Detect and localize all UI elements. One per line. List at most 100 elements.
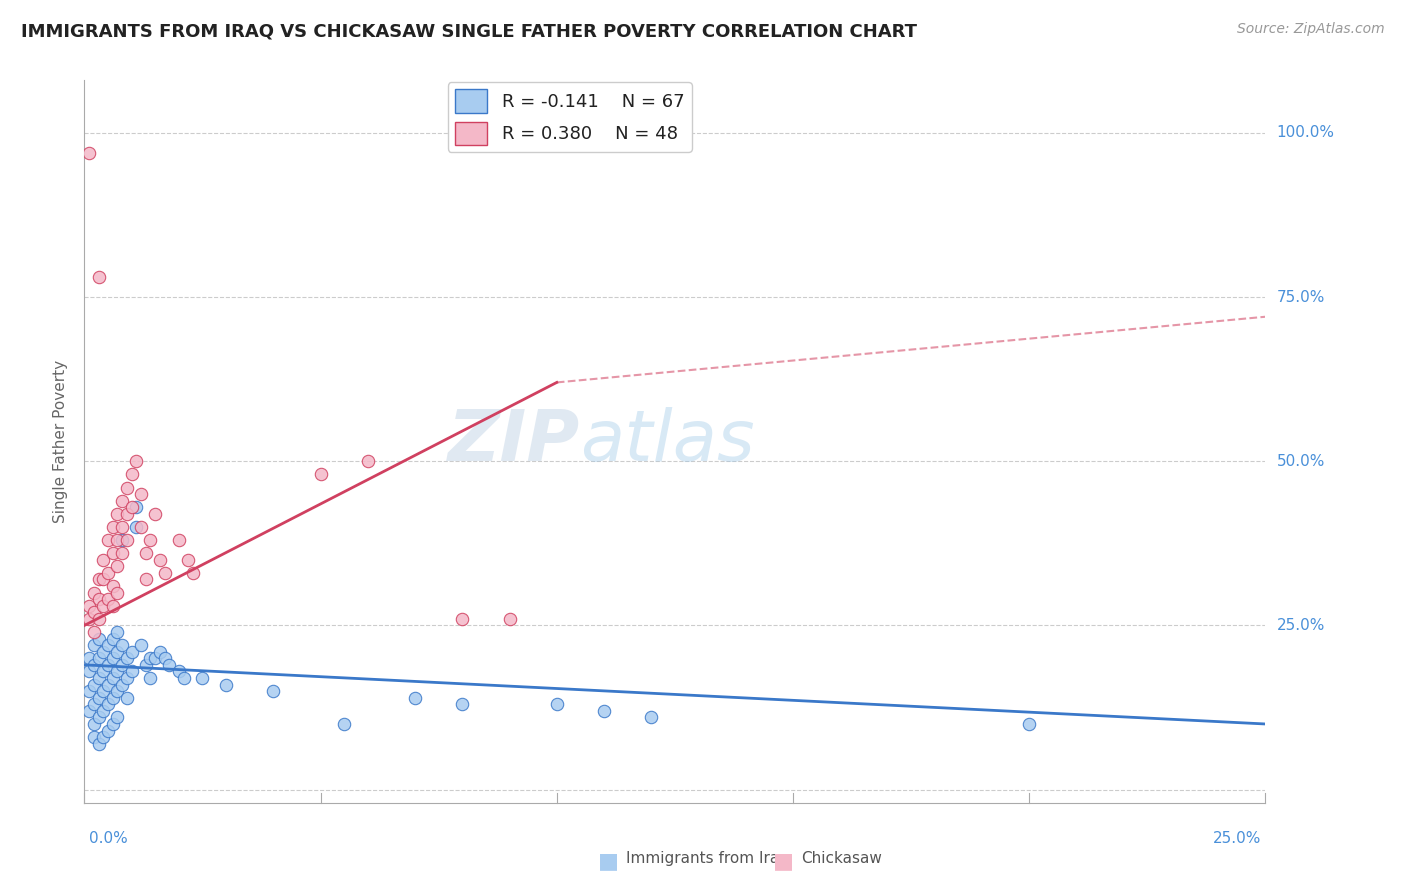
Point bbox=[87, 270, 110, 285]
Point bbox=[87, 690, 110, 705]
Point bbox=[91, 730, 114, 744]
Point bbox=[83, 677, 105, 691]
Point bbox=[149, 645, 172, 659]
Point bbox=[91, 599, 114, 613]
Point bbox=[129, 520, 152, 534]
Point bbox=[129, 638, 152, 652]
Point bbox=[101, 546, 124, 560]
Point bbox=[83, 638, 105, 652]
Text: 25.0%: 25.0% bbox=[1277, 618, 1324, 633]
Point bbox=[115, 690, 138, 705]
Point bbox=[640, 710, 662, 724]
Point bbox=[181, 566, 204, 580]
Point bbox=[87, 710, 110, 724]
Point bbox=[87, 592, 110, 607]
Point bbox=[83, 585, 105, 599]
Point bbox=[121, 665, 143, 679]
Text: 75.0%: 75.0% bbox=[1277, 290, 1324, 304]
Point bbox=[107, 665, 129, 679]
Point bbox=[107, 507, 129, 521]
Text: ZIP: ZIP bbox=[449, 407, 581, 476]
Point bbox=[91, 665, 114, 679]
Point bbox=[87, 737, 110, 751]
Point bbox=[111, 520, 134, 534]
Point bbox=[153, 566, 176, 580]
Point bbox=[87, 671, 110, 685]
Point bbox=[107, 585, 129, 599]
Point bbox=[139, 651, 162, 665]
Point bbox=[125, 454, 148, 468]
Point bbox=[87, 632, 110, 646]
Point bbox=[107, 645, 129, 659]
Point bbox=[91, 645, 114, 659]
Point bbox=[77, 704, 100, 718]
Text: IMMIGRANTS FROM IRAQ VS CHICKASAW SINGLE FATHER POVERTY CORRELATION CHART: IMMIGRANTS FROM IRAQ VS CHICKASAW SINGLE… bbox=[21, 22, 917, 40]
Text: Chickasaw: Chickasaw bbox=[801, 851, 883, 865]
Point bbox=[125, 520, 148, 534]
Point bbox=[546, 698, 568, 712]
Point bbox=[101, 717, 124, 731]
Text: Immigrants from Iraq: Immigrants from Iraq bbox=[626, 851, 789, 865]
Point bbox=[101, 690, 124, 705]
Point bbox=[1018, 717, 1040, 731]
Point bbox=[177, 553, 200, 567]
Point bbox=[451, 698, 474, 712]
Text: 0.0%: 0.0% bbox=[89, 831, 128, 846]
Point bbox=[97, 698, 120, 712]
Point bbox=[91, 684, 114, 698]
Point bbox=[107, 625, 129, 640]
Text: Source: ZipAtlas.com: Source: ZipAtlas.com bbox=[1237, 22, 1385, 37]
Point bbox=[97, 723, 120, 738]
Point bbox=[87, 573, 110, 587]
Y-axis label: Single Father Poverty: Single Father Poverty bbox=[53, 360, 69, 523]
Point bbox=[115, 671, 138, 685]
Point bbox=[121, 500, 143, 515]
Point bbox=[101, 579, 124, 593]
Point bbox=[111, 493, 134, 508]
Point bbox=[191, 671, 214, 685]
Point bbox=[451, 612, 474, 626]
Point bbox=[91, 573, 114, 587]
Point bbox=[111, 546, 134, 560]
Point bbox=[129, 487, 152, 501]
Point bbox=[139, 533, 162, 547]
Point bbox=[101, 632, 124, 646]
Point bbox=[83, 625, 105, 640]
Point bbox=[215, 677, 238, 691]
Point bbox=[83, 605, 105, 619]
Legend: R = -0.141    N = 67, R = 0.380    N = 48: R = -0.141 N = 67, R = 0.380 N = 48 bbox=[447, 82, 692, 152]
Point bbox=[309, 467, 332, 482]
Point bbox=[83, 657, 105, 672]
Point bbox=[101, 651, 124, 665]
Point bbox=[101, 599, 124, 613]
Text: 25.0%: 25.0% bbox=[1213, 831, 1261, 846]
Point bbox=[77, 684, 100, 698]
Text: atlas: atlas bbox=[581, 407, 755, 476]
Point bbox=[77, 665, 100, 679]
Point bbox=[153, 651, 176, 665]
Point bbox=[125, 500, 148, 515]
Point bbox=[77, 599, 100, 613]
Point bbox=[91, 553, 114, 567]
Point bbox=[101, 671, 124, 685]
Point bbox=[111, 638, 134, 652]
Point bbox=[97, 592, 120, 607]
Point bbox=[333, 717, 356, 731]
Point bbox=[262, 684, 284, 698]
Point bbox=[135, 546, 157, 560]
Point bbox=[77, 612, 100, 626]
Point bbox=[87, 651, 110, 665]
Point bbox=[404, 690, 426, 705]
Point bbox=[121, 467, 143, 482]
Point bbox=[139, 671, 162, 685]
Point bbox=[77, 145, 100, 160]
Point bbox=[107, 533, 129, 547]
Point bbox=[115, 533, 138, 547]
Point bbox=[97, 566, 120, 580]
Point bbox=[173, 671, 195, 685]
Point bbox=[357, 454, 380, 468]
Point bbox=[101, 520, 124, 534]
Point bbox=[107, 710, 129, 724]
Point bbox=[111, 677, 134, 691]
Point bbox=[143, 507, 166, 521]
